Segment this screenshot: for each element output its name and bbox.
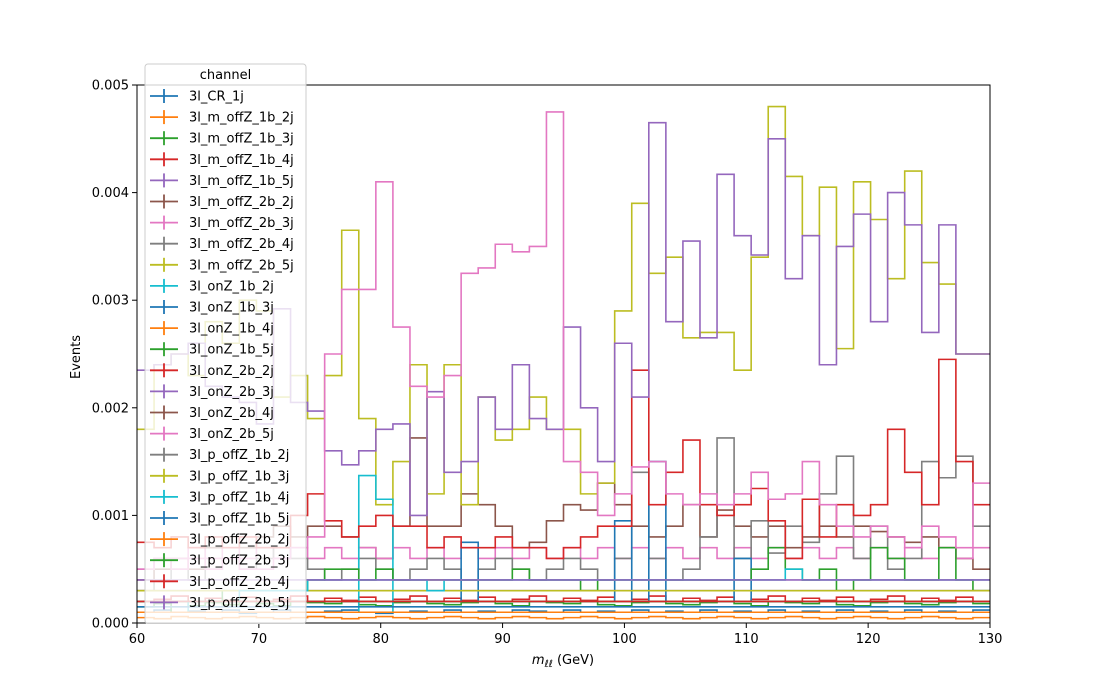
legend-label: 3l_m_offZ_1b_5j <box>189 174 294 189</box>
legend-item: 3l_onZ_2b_5j <box>150 426 274 442</box>
legend-item: 3l_onZ_2b_3j <box>150 384 274 400</box>
legend-item: 3l_m_offZ_1b_3j <box>150 131 294 147</box>
legend-label: 3l_CR_1j <box>189 90 244 105</box>
x-tick-label: 90 <box>494 632 511 647</box>
legend-item: 3l_p_offZ_1b_4j <box>150 489 289 505</box>
legend-item: 3l_p_offZ_1b_5j <box>150 511 289 527</box>
x-tick-label: 130 <box>978 632 1003 647</box>
legend-item: 3l_p_offZ_2b_4j <box>150 574 289 590</box>
y-tick-label: 0.002 <box>92 401 129 416</box>
x-tick-label: 100 <box>612 632 637 647</box>
legend-item: 3l_onZ_1b_3j <box>150 300 274 316</box>
legend-item: 3l_onZ_1b_5j <box>150 342 274 358</box>
legend-item: 3l_m_offZ_2b_2j <box>150 194 294 210</box>
legend-item: 3l_p_offZ_1b_2j <box>150 447 289 463</box>
legend-label: 3l_p_offZ_1b_3j <box>189 469 289 484</box>
legend-label: 3l_m_offZ_2b_2j <box>189 195 294 210</box>
y-tick-label: 0.001 <box>92 509 129 524</box>
legend-label: 3l_p_offZ_1b_4j <box>189 490 289 505</box>
legend-label: 3l_p_offZ_1b_5j <box>189 512 289 527</box>
legend-box <box>144 63 307 624</box>
legend-item: 3l_m_offZ_2b_4j <box>150 236 294 252</box>
legend-item: 3l_m_offZ_2b_5j <box>150 257 294 273</box>
legend-label: 3l_m_offZ_2b_5j <box>189 258 294 273</box>
legend-label: 3l_p_offZ_2b_5j <box>189 596 289 611</box>
legend-item: 3l_m_offZ_1b_5j <box>150 173 294 189</box>
legend-label: 3l_m_offZ_1b_3j <box>189 132 294 147</box>
legend-label: 3l_p_offZ_2b_3j <box>189 554 289 569</box>
legend-label: 3l_m_offZ_2b_4j <box>189 237 294 252</box>
legend-item: 3l_p_offZ_2b_2j <box>150 532 289 548</box>
y-tick-label: 0.004 <box>92 186 129 201</box>
y-tick-label: 0.000 <box>92 617 129 632</box>
legend-item: 3l_m_offZ_1b_2j <box>150 110 294 126</box>
y-tick-label: 0.003 <box>92 294 129 309</box>
legend-item: 3l_onZ_1b_4j <box>150 321 274 337</box>
legend-label: 3l_onZ_1b_4j <box>189 322 274 337</box>
x-tick-label: 80 <box>372 632 389 647</box>
legend-label: 3l_onZ_1b_5j <box>189 343 274 358</box>
x-tick-label: 70 <box>251 632 268 647</box>
x-tick-label: 60 <box>129 632 146 647</box>
legend-item: 3l_CR_1j <box>150 89 244 105</box>
legend: channel 3l_CR_1j 3l_m_offZ_1b_2j 3l_m_offZ_… <box>144 63 307 624</box>
legend-item: 3l_m_offZ_1b_4j <box>150 152 294 168</box>
axes-frame <box>136 84 991 624</box>
legend-label: 3l_m_offZ_2b_3j <box>189 216 294 231</box>
y-tick-label: 0.005 <box>92 79 129 94</box>
legend-label: 3l_m_offZ_1b_4j <box>189 153 294 168</box>
legend-label: 3l_onZ_2b_4j <box>189 406 274 421</box>
legend-item: 3l_onZ_1b_2j <box>150 278 274 294</box>
x-axis-label: mℓℓ (GeV) <box>532 653 594 670</box>
legend-item: 3l_p_offZ_1b_3j <box>150 468 289 484</box>
legend-item: 3l_onZ_2b_4j <box>150 405 274 421</box>
legend-label: 3l_m_offZ_1b_2j <box>189 111 294 126</box>
x-axis-label-main: m <box>532 653 545 668</box>
legend-label: 3l_onZ_2b_2j <box>189 364 274 379</box>
legend-label: 3l_p_offZ_1b_2j <box>189 448 289 463</box>
legend-label: 3l_p_offZ_2b_2j <box>189 533 289 548</box>
legend-label: 3l_onZ_1b_2j <box>189 279 274 294</box>
legend-item: 3l_onZ_2b_2j <box>150 363 274 379</box>
x-axis-label-unit: (GeV) <box>553 653 594 668</box>
legend-label: 3l_onZ_2b_3j <box>189 385 274 400</box>
legend-label: 3l_onZ_2b_5j <box>189 427 274 442</box>
legend-item: 3l_m_offZ_2b_3j <box>150 215 294 231</box>
axes: 60 70 80 90 100 110 120 130 0.000 0.001 0.002 0.003… <box>92 79 1003 648</box>
x-tick-label: 110 <box>734 632 759 647</box>
x-axis-label-subscript: ℓℓ <box>545 659 553 670</box>
y-axis-label: Events <box>69 335 84 379</box>
legend-item: 3l_p_offZ_2b_5j <box>150 595 289 611</box>
x-tick-label: 120 <box>856 632 881 647</box>
legend-label: 3l_p_offZ_2b_4j <box>189 575 289 590</box>
legend-label: 3l_onZ_1b_3j <box>189 301 274 316</box>
legend-item: 3l_p_offZ_2b_3j <box>150 553 289 569</box>
legend-title: channel <box>200 68 251 83</box>
